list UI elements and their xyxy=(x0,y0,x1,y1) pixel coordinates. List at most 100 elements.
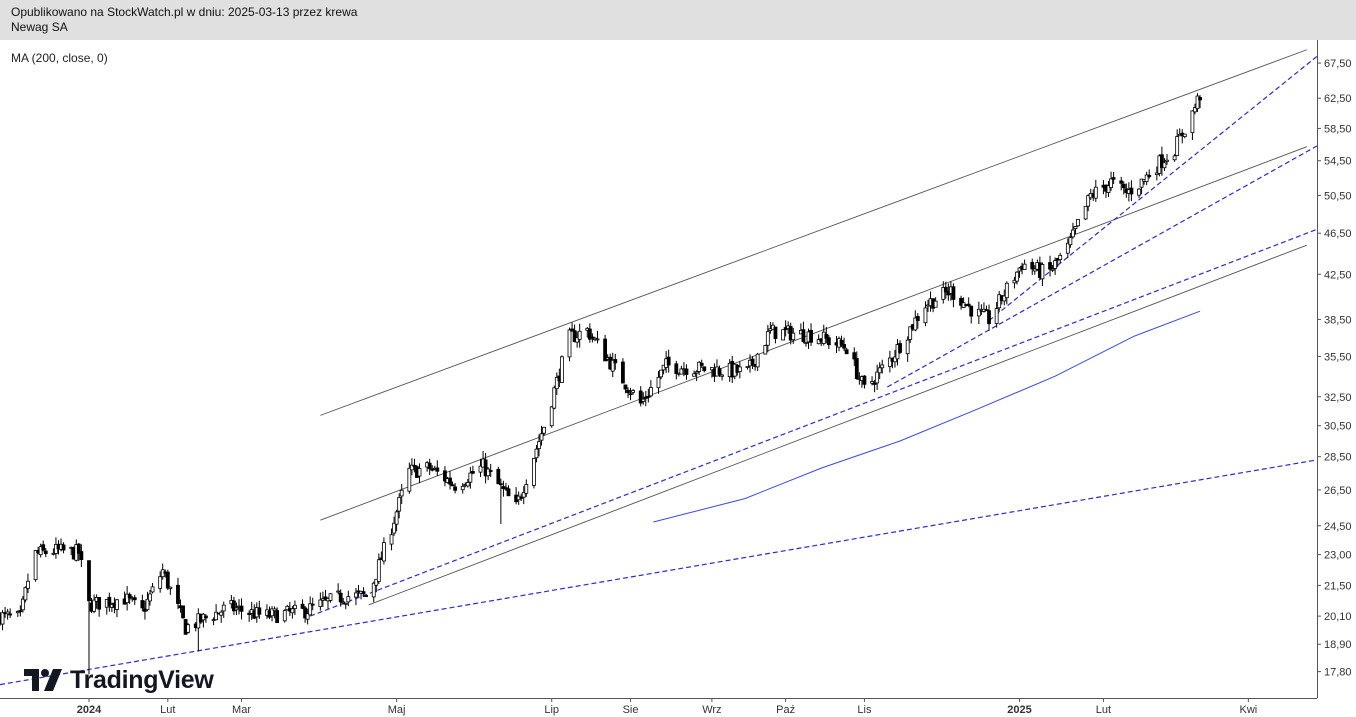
candle-body xyxy=(308,603,313,616)
trendline-6 xyxy=(887,145,1318,388)
candle-316 xyxy=(1119,176,1124,191)
candle-292 xyxy=(1032,265,1037,275)
candle-body xyxy=(1160,154,1164,168)
x-tick-label: Lis xyxy=(857,704,872,716)
candle-body xyxy=(221,604,226,612)
candle-177 xyxy=(623,384,628,394)
candle-body xyxy=(552,387,557,409)
candle-136 xyxy=(478,458,483,477)
candle-133 xyxy=(465,478,470,488)
candle-310 xyxy=(1093,179,1098,202)
candle-62 xyxy=(214,604,219,621)
candle-217 xyxy=(765,325,770,353)
x-tick-label: Mar xyxy=(232,704,251,716)
candle-body xyxy=(737,366,742,372)
candle-body xyxy=(524,484,529,494)
candle-53 xyxy=(181,605,185,619)
candle-282 xyxy=(997,290,1002,312)
tradingview-logo-icon xyxy=(24,669,62,691)
candle-body xyxy=(127,594,132,599)
y-tick-label: 20,10 xyxy=(1324,611,1352,623)
candle-115 xyxy=(399,483,404,505)
candle-186 xyxy=(656,371,661,394)
candle-body xyxy=(1139,178,1144,188)
candle-body xyxy=(290,608,295,614)
candle-body xyxy=(641,398,646,402)
candle-body xyxy=(750,358,755,366)
candle-body xyxy=(382,542,386,562)
candle-body xyxy=(717,368,722,375)
candle-body xyxy=(1012,279,1017,284)
candle-32 xyxy=(107,592,112,612)
candle-141 xyxy=(496,466,501,485)
candle-body xyxy=(409,464,414,471)
candle-body xyxy=(1172,155,1177,161)
candle-164 xyxy=(575,331,580,348)
brand-name: TradingView xyxy=(70,665,214,694)
candle-body xyxy=(826,337,831,346)
y-tick-label: 18,90 xyxy=(1324,639,1352,651)
candle-97 xyxy=(338,589,343,607)
candle-body xyxy=(694,371,699,374)
candle-221 xyxy=(781,329,785,341)
candle-body xyxy=(92,599,96,612)
candle-28 xyxy=(92,594,96,614)
candle-body xyxy=(448,477,452,485)
candle-274 xyxy=(966,297,971,308)
candle-body xyxy=(181,605,185,619)
candle-body xyxy=(247,612,252,615)
candle-body xyxy=(168,586,173,589)
y-tick-label: 50,50 xyxy=(1324,191,1352,203)
candle-110 xyxy=(382,537,386,565)
candle-body xyxy=(854,358,859,380)
y-tick-label: 35,50 xyxy=(1324,351,1352,363)
candle-320 xyxy=(1129,180,1134,202)
candle-body xyxy=(1144,174,1149,183)
candle-162 xyxy=(570,322,574,332)
candle-328 xyxy=(1160,146,1164,176)
candle-body xyxy=(519,496,524,499)
candle-70 xyxy=(239,598,244,620)
candle-213 xyxy=(750,356,755,370)
candle-body xyxy=(872,382,877,385)
candle-211 xyxy=(745,366,750,370)
candle-body xyxy=(1076,218,1080,227)
candle-body xyxy=(773,326,778,339)
candle-230 xyxy=(809,323,813,346)
candle-187 xyxy=(659,369,663,380)
candle-25 xyxy=(79,544,84,568)
y-tick-label: 67,50 xyxy=(1324,58,1352,70)
candle-body xyxy=(392,522,396,534)
candle-body xyxy=(941,287,946,300)
candle-body xyxy=(488,470,493,472)
candle-248 xyxy=(875,364,880,390)
candle-270 xyxy=(951,283,956,308)
candle-307 xyxy=(1086,194,1091,212)
candle-61 xyxy=(211,617,216,626)
y-tick-label: 28,50 xyxy=(1324,452,1352,464)
candle-171 xyxy=(603,334,608,362)
candle-body xyxy=(453,486,458,491)
candle-201 xyxy=(709,367,714,378)
candle-body xyxy=(430,468,435,471)
candle-87 xyxy=(303,606,307,623)
candle-71 xyxy=(247,610,252,622)
candle-220 xyxy=(773,326,778,344)
candle-body xyxy=(951,286,956,300)
candle-body xyxy=(1086,195,1091,207)
candles-layer xyxy=(0,93,1202,675)
candle-body xyxy=(1068,237,1073,246)
candle-body xyxy=(158,576,163,589)
trendline-5 xyxy=(309,228,1318,617)
y-tick-label: 62,50 xyxy=(1324,93,1352,105)
candle-324 xyxy=(1144,171,1149,186)
candle-197 xyxy=(694,370,699,382)
candle-234 xyxy=(824,326,829,344)
candle-body xyxy=(1165,159,1169,162)
candle-body xyxy=(880,364,885,369)
candle-body xyxy=(791,332,796,341)
candle-body xyxy=(407,467,412,492)
candle-150 xyxy=(524,479,529,497)
candle-129 xyxy=(450,481,455,487)
